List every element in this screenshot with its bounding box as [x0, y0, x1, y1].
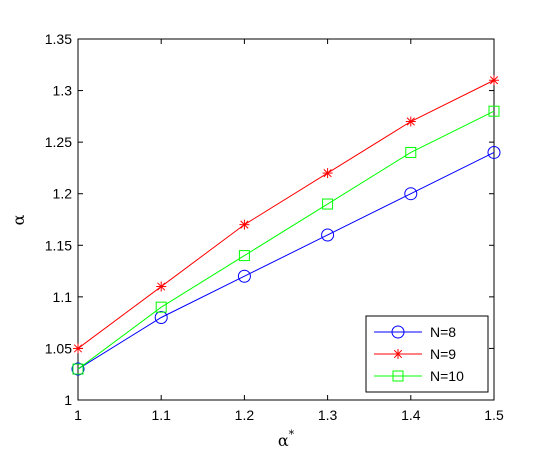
x-tick-label: 1 — [74, 407, 82, 423]
data-point-marker — [72, 363, 84, 375]
x-tick-label: 1.3 — [318, 407, 338, 423]
data-point-marker — [155, 301, 167, 313]
x-tick-label: 1.4 — [401, 407, 421, 423]
y-tick-label: 1.3 — [53, 83, 73, 99]
x-tick-label: 1.5 — [484, 407, 504, 423]
data-point-marker — [154, 310, 168, 324]
x-tick-label: 1.1 — [151, 407, 171, 423]
series-line — [77, 152, 495, 370]
data-point-marker — [487, 145, 501, 159]
legend-swatch-marker — [393, 349, 403, 359]
data-point-marker — [156, 281, 167, 292]
series-layer — [71, 75, 501, 376]
series-n-10 — [72, 105, 500, 375]
data-point-marker — [405, 146, 417, 158]
data-point-marker — [488, 105, 500, 117]
x-axis-label-main: α — [278, 431, 289, 450]
data-point-marker — [322, 168, 333, 179]
data-point-marker — [322, 198, 334, 210]
legend: N=8 N=9 N=10 — [365, 315, 489, 393]
axis-ticks: 1 1.1 1.2 1.3 1.4 1.5 1 1.05 1.1 1.15 1.2 1.25 1.3 1.… — [45, 31, 504, 423]
legend-item: N=8 — [374, 324, 456, 340]
legend-label: N=10 — [430, 368, 464, 384]
data-point-marker — [73, 343, 83, 354]
x-axis-label: α* — [278, 428, 295, 450]
x-tick-label: 1.2 — [235, 407, 255, 423]
series-n-9 — [73, 75, 499, 354]
y-tick-label: 1.25 — [45, 134, 72, 150]
legend-item: N=10 — [374, 368, 464, 384]
y-tick-label: 1.05 — [45, 340, 72, 356]
data-point-marker — [237, 269, 251, 283]
series-line — [77, 79, 495, 349]
legend-label: N=8 — [430, 324, 456, 340]
data-point-marker — [321, 228, 335, 242]
data-point-marker — [239, 219, 250, 230]
data-point-marker — [489, 75, 499, 86]
legend-label: N=9 — [430, 346, 456, 362]
x-axis-label-superscript: * — [289, 428, 295, 441]
y-tick-label: 1.15 — [45, 237, 72, 253]
data-point-marker — [405, 116, 416, 127]
y-tick-label: 1.35 — [45, 31, 72, 47]
y-tick-label: 1 — [64, 392, 72, 408]
y-axis-label: α — [9, 214, 28, 225]
data-point-marker — [71, 362, 85, 376]
y-tick-label: 1.2 — [53, 186, 73, 202]
legend-swatch-marker — [391, 325, 405, 339]
data-point-marker — [404, 187, 418, 201]
legend-swatch-marker — [392, 370, 404, 382]
legend-item: N=9 — [374, 346, 456, 362]
data-point-marker — [238, 250, 250, 262]
series-line — [77, 110, 495, 370]
series-n-8 — [71, 145, 501, 376]
y-tick-label: 1.1 — [53, 289, 73, 305]
